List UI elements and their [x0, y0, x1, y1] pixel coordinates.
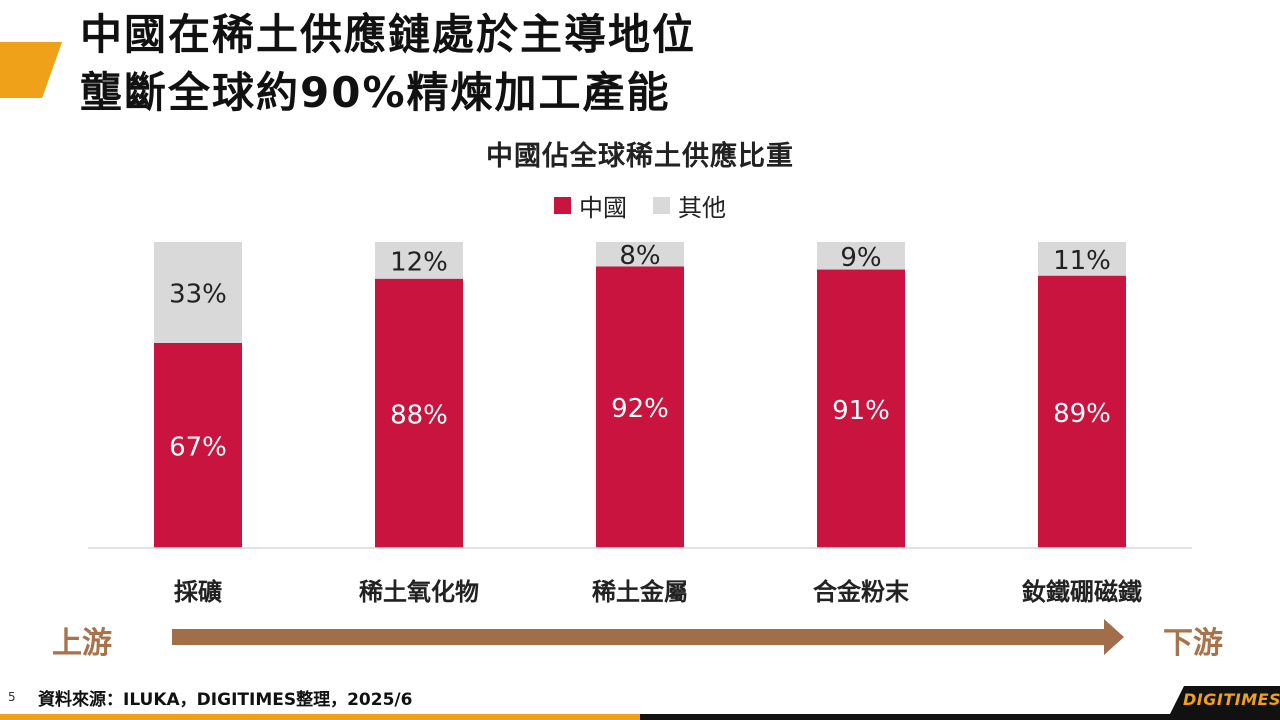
stacked-bar-chart: 67% 33% 採礦 88% 12% 稀土氧化物 92% 8% 稀土金屬 91% 9% 合金粉末 89%… [88, 241, 1192, 655]
bar-china-4 [1038, 275, 1126, 548]
slide-title-line2: 壟斷全球約90%精煉加工產能 [80, 68, 671, 117]
chart-title: 中國佔全球稀土供應比重 [486, 141, 794, 172]
data-label-china-1: 88% [390, 400, 448, 430]
category-label-0: 採礦 [174, 578, 222, 606]
bar-china-2 [596, 266, 684, 548]
footer-bar-orange [0, 714, 640, 720]
footer-bar-black [640, 714, 1280, 720]
logo-box [1170, 686, 1280, 714]
category-label-3: 合金粉末 [813, 578, 910, 606]
legend-item-other: 其他 [653, 188, 726, 223]
bar-other-3 [817, 242, 905, 270]
data-label-china-4: 89% [1053, 399, 1111, 429]
bar-other-2 [596, 242, 684, 267]
data-label-china-2: 92% [611, 394, 669, 424]
category-label-2: 稀土金屬 [592, 578, 688, 606]
data-label-other-1: 12% [390, 247, 448, 277]
upstream-label: 上游 [52, 626, 112, 661]
chart-legend: 中國 其他 [0, 188, 1280, 223]
bar-other-0 [154, 242, 242, 343]
legend-swatch-china [554, 197, 571, 214]
legend-item-china: 中國 [554, 188, 627, 223]
flow-arrow-shaft [172, 629, 1106, 645]
category-label-1: 稀土氧化物 [359, 578, 479, 606]
flow-arrow-head [1104, 619, 1124, 655]
data-label-other-3: 9% [840, 243, 881, 273]
downstream-label: 下游 [1163, 626, 1223, 661]
legend-label-other: 其他 [678, 194, 726, 222]
data-label-other-2: 8% [619, 241, 660, 271]
legend-swatch-other [653, 197, 670, 214]
bar-other-1 [375, 242, 463, 279]
bar-other-4 [1038, 242, 1126, 276]
legend-label-china: 中國 [579, 194, 627, 222]
data-label-other-0: 33% [169, 279, 227, 309]
category-label-4: 釹鐵硼磁鐵 [1022, 578, 1142, 606]
digitimes-logo: DIGITIMES [1183, 690, 1280, 709]
bar-china-3 [817, 269, 905, 548]
bar-china-1 [375, 278, 463, 548]
data-label-china-0: 67% [169, 432, 227, 462]
source-note: 資料來源：ILUKA，DIGITIMES整理，2025/6 [38, 690, 413, 710]
slide-title-line1: 中國在稀土供應鏈處於主導地位 [80, 10, 697, 59]
data-label-china-3: 91% [832, 396, 890, 426]
bar-china-0 [154, 342, 242, 548]
data-label-other-4: 11% [1053, 246, 1111, 276]
page-number: 5 [8, 690, 16, 704]
